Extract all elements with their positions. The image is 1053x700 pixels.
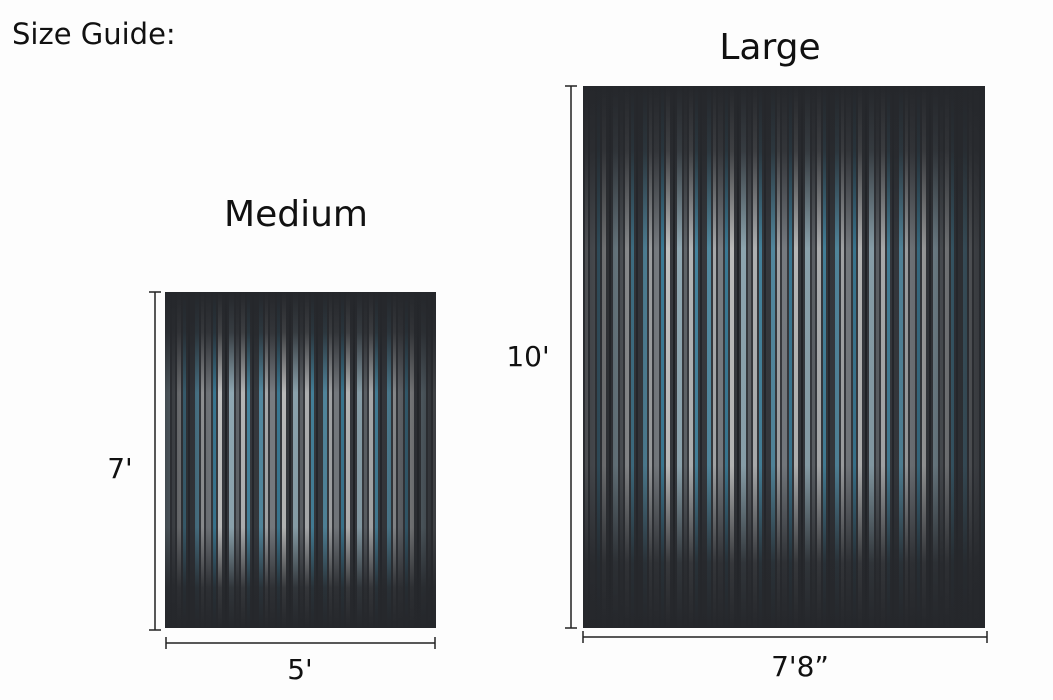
rug-height: 10'	[506, 340, 549, 373]
rug-width: 7'8”	[771, 650, 829, 683]
rug-height: 7'	[107, 452, 133, 485]
title: Size Guide:	[12, 17, 176, 51]
rug-image	[165, 292, 436, 628]
rug-image	[583, 86, 985, 628]
rug-label: Large	[719, 27, 820, 68]
dimension-line	[565, 85, 988, 643]
dimension-line	[149, 291, 436, 649]
rug-label: Medium	[224, 194, 368, 235]
rug-width: 5'	[287, 653, 313, 686]
